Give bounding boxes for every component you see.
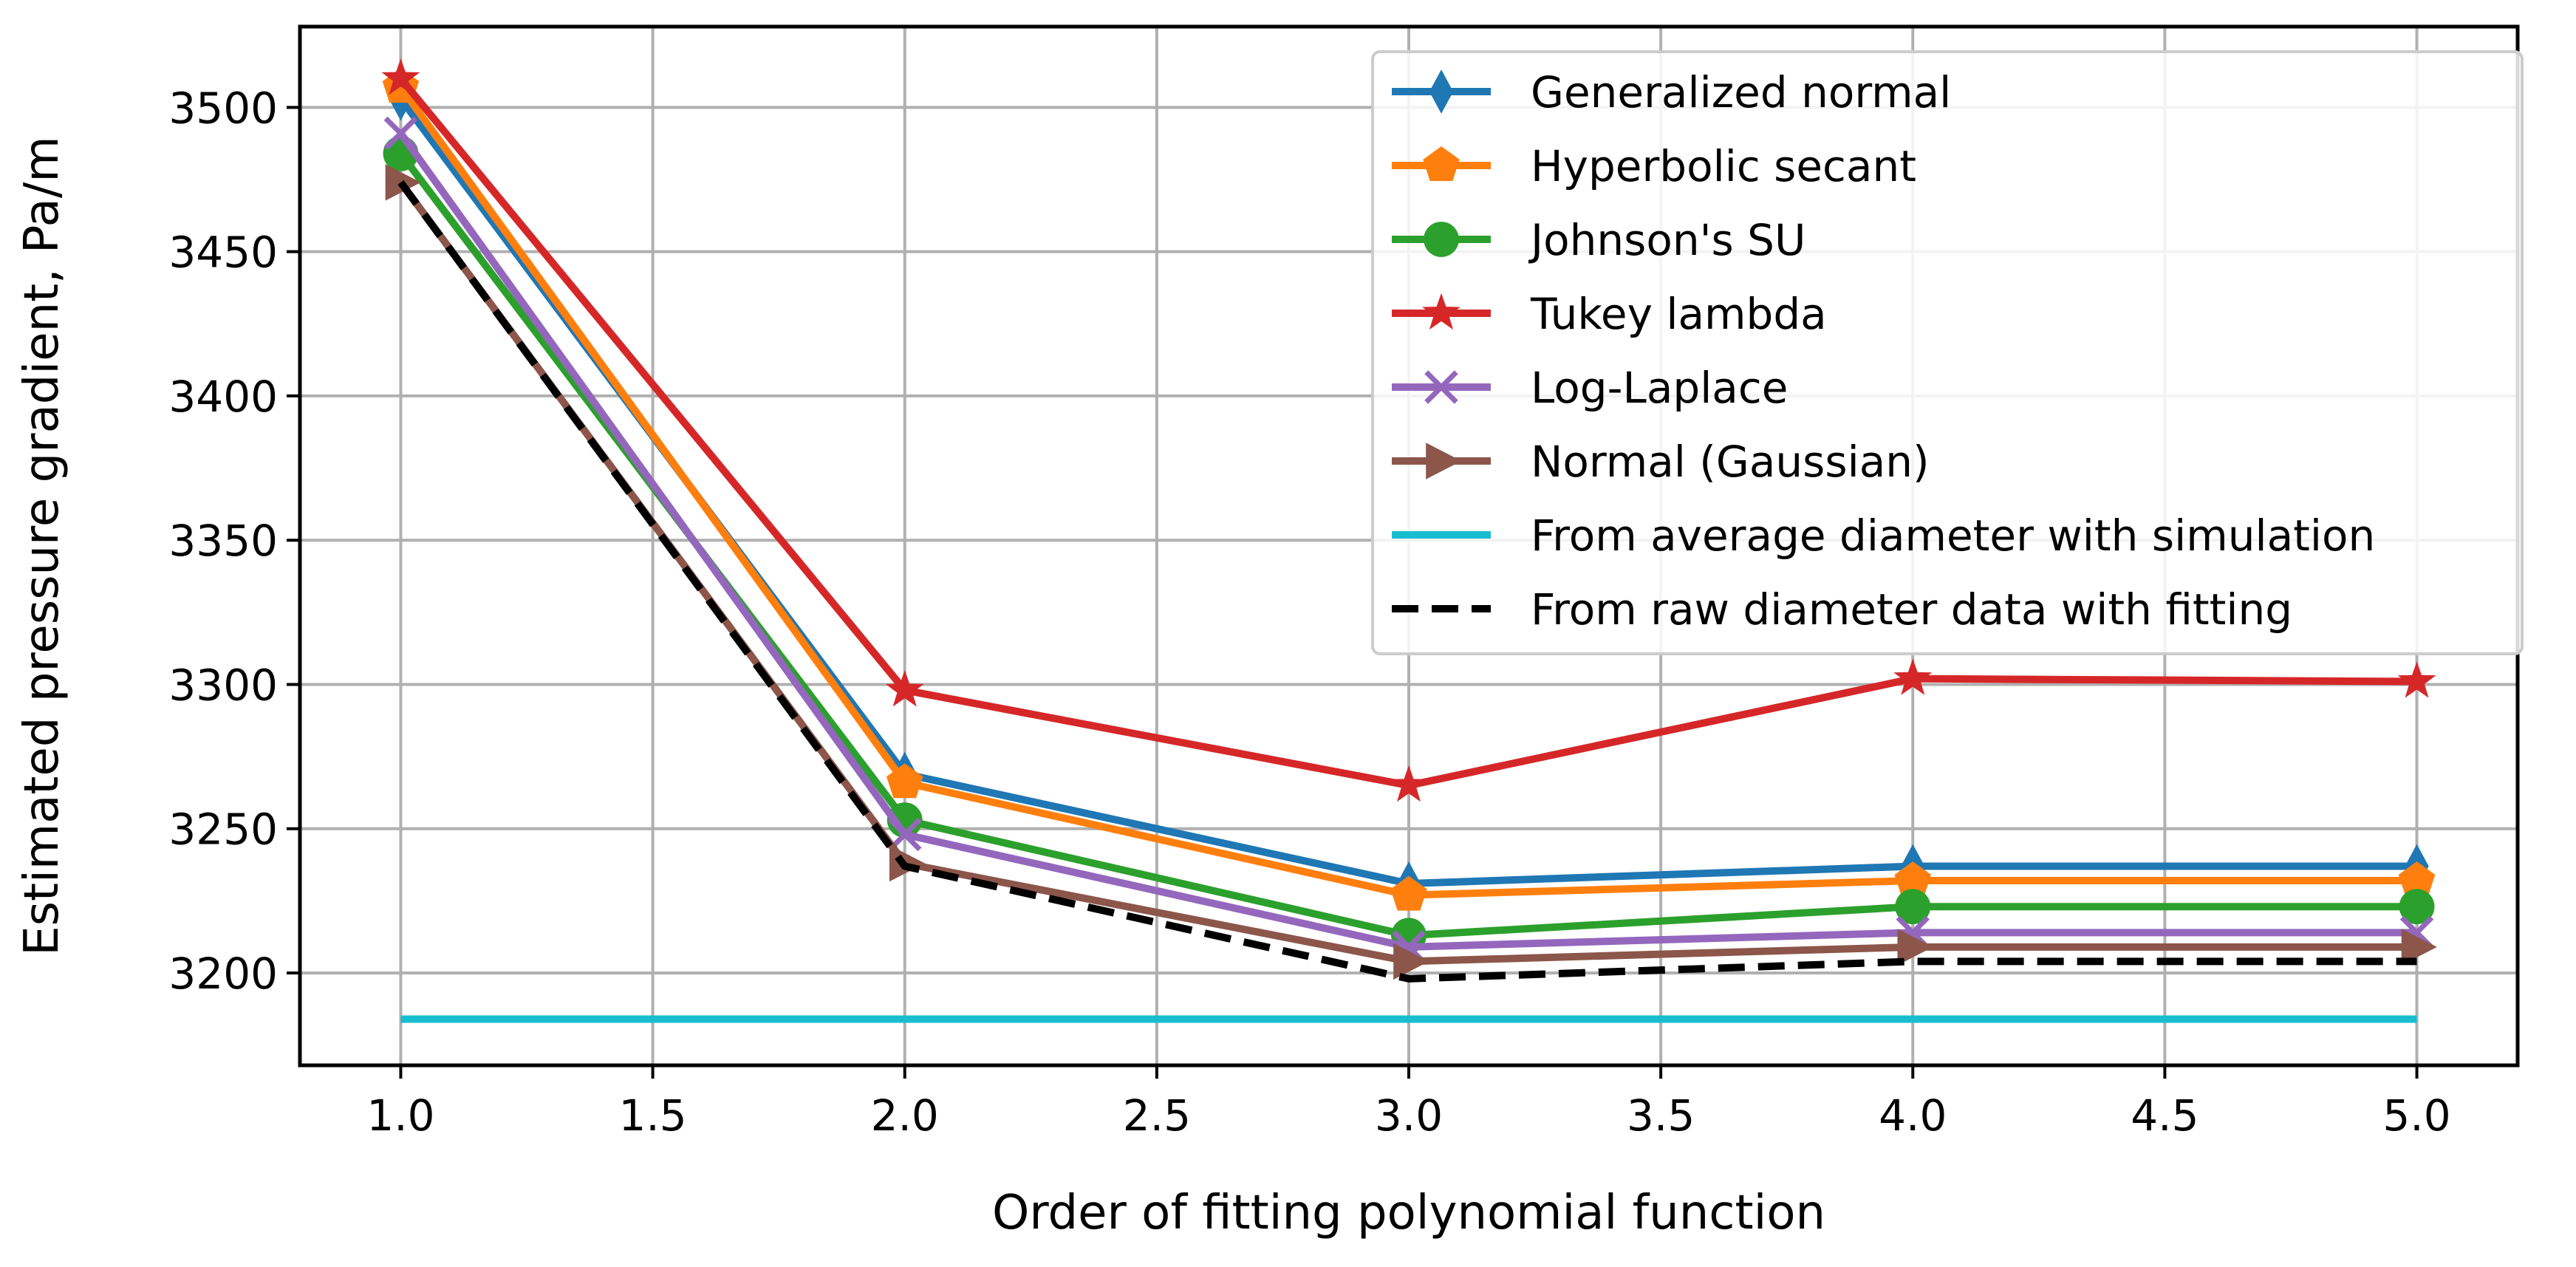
legend-marker-hyperbolic-secant — [1423, 146, 1460, 182]
y-tick-label: 3500 — [168, 83, 278, 133]
legend-marker-log-laplace — [1424, 370, 1458, 404]
legend-entry-normal-gaussian: Normal (Gaussian) — [1392, 437, 1930, 487]
legend-label-johnson-s-su: Johnson's SU — [1528, 215, 1805, 265]
legend-label-generalized-normal: Generalized normal — [1531, 67, 1951, 117]
x-tick-label: 2.5 — [1123, 1090, 1191, 1141]
data-point-tukey-lambda — [381, 58, 420, 95]
x-tick-label: 3.5 — [1627, 1090, 1695, 1141]
x-tick-label: 3.0 — [1375, 1090, 1443, 1141]
data-point-hyperbolic-secant — [2398, 861, 2436, 897]
legend-entry-johnson-s-su: Johnson's SU — [1392, 215, 1805, 265]
legend-label-tukey-lambda: Tukey lambda — [1530, 289, 1827, 339]
data-point-hyperbolic-secant — [886, 763, 923, 799]
legend-entry-from-raw-diameter-data-with-fitting: From raw diameter data with fitting — [1392, 584, 2292, 635]
y-axis-title: Estimated pressure gradient, Pa/m — [15, 136, 69, 956]
x-tick-label: 1.5 — [618, 1090, 686, 1141]
y-tick-label: 3350 — [168, 516, 278, 566]
legend-entry-log-laplace: Log-Laplace — [1392, 363, 1788, 413]
data-point-hyperbolic-secant — [1894, 861, 1932, 897]
legend-marker-generalized-normal — [1429, 69, 1454, 114]
y-tick-label: 3300 — [168, 660, 278, 710]
data-point-normal-gaussian — [1393, 943, 1429, 980]
legend-entry-from-average-diameter-with-simulation: From average diameter with simulation — [1392, 510, 2375, 561]
legend-label-from-raw-diameter-data-with-fitting: From raw diameter data with fitting — [1531, 584, 2292, 635]
legend: Generalized normal Hyperbolic secant Johns… — [1371, 50, 2524, 655]
x-axis-title: Order of fitting polynomial function — [992, 1186, 1825, 1240]
plot-area — [381, 58, 2437, 1023]
legend-box — [1371, 50, 2524, 655]
data-point-normal-gaussian — [2401, 929, 2437, 966]
legend-label-hyperbolic-secant: Hyperbolic secant — [1531, 141, 1916, 191]
legend-entry-tukey-lambda: Tukey lambda — [1392, 289, 1827, 339]
y-tick-label: 3450 — [168, 228, 278, 278]
data-point-johnson-s-su — [2399, 889, 2435, 925]
legend-marker-johnson-s-su — [1424, 222, 1459, 257]
axis-ticks: 1.0 1.5 2.0 2.5 3.0 3.5 4.0 4.5 5.0 3200 3250 3300 3… — [168, 83, 2450, 1141]
series-from-raw-diameter-data-with-fitting — [397, 180, 2417, 983]
x-tick-label: 4.5 — [2131, 1090, 2199, 1141]
legend-label-log-laplace: Log-Laplace — [1531, 363, 1788, 413]
legend-entry-hyperbolic-secant: Hyperbolic secant — [1392, 141, 1916, 191]
legend-marker-tukey-lambda — [1422, 293, 1460, 330]
data-point-tukey-lambda — [885, 669, 924, 707]
data-point-tukey-lambda — [1390, 765, 1428, 802]
data-point-tukey-lambda — [2397, 661, 2436, 698]
y-tick-label: 3250 — [168, 805, 278, 855]
x-tick-label: 2.0 — [871, 1090, 939, 1141]
series-line-from-raw-diameter-data-with-fitting — [397, 180, 2417, 983]
x-tick-label: 5.0 — [2382, 1090, 2450, 1141]
y-tick-label: 3200 — [168, 949, 278, 999]
legend-entry-generalized-normal: Generalized normal — [1392, 67, 1951, 117]
data-point-log-laplace — [383, 116, 418, 151]
series-tukey-lambda — [381, 58, 2436, 802]
legend-label-normal-gaussian: Normal (Gaussian) — [1531, 437, 1930, 487]
data-point-hyperbolic-secant — [1390, 875, 1427, 911]
legend-marker-normal-gaussian — [1426, 443, 1462, 479]
y-tick-label: 3400 — [168, 372, 278, 422]
legend-label-from-average-diameter-with-simulation: From average diameter with simulation — [1531, 510, 2375, 561]
data-point-johnson-s-su — [1895, 889, 1931, 925]
x-tick-label: 1.0 — [366, 1090, 434, 1141]
data-point-tukey-lambda — [1893, 658, 1933, 695]
data-point-normal-gaussian — [1897, 929, 1933, 966]
x-tick-label: 4.0 — [1879, 1090, 1947, 1141]
